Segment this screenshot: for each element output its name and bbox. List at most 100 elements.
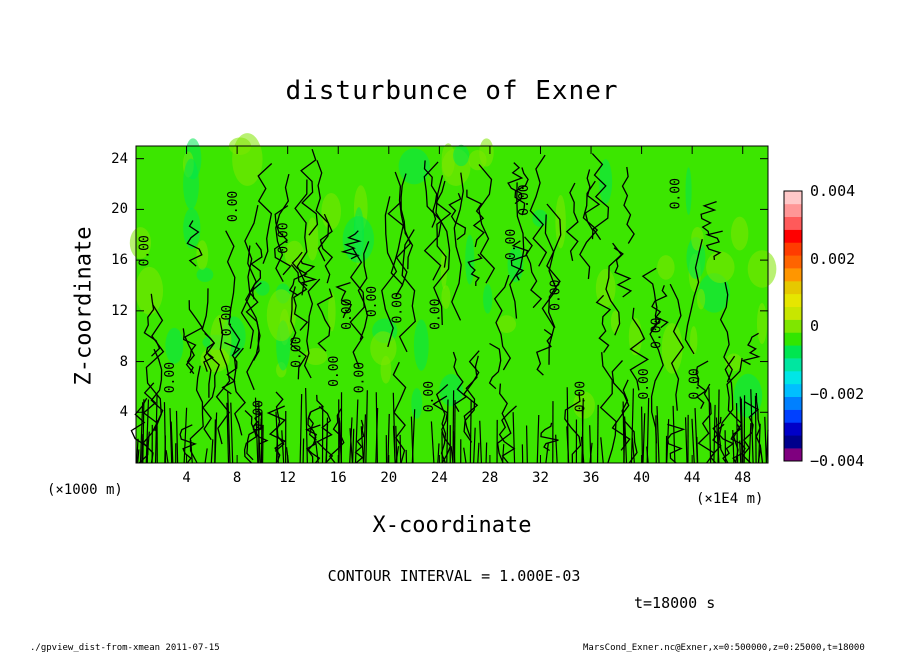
contour-line bbox=[142, 399, 145, 464]
contour-line bbox=[335, 281, 353, 319]
y-tick-label: 8 bbox=[119, 353, 128, 370]
y-tick-label: 4 bbox=[119, 404, 128, 421]
colorbar-segment bbox=[784, 281, 802, 295]
contour-line bbox=[748, 423, 752, 464]
contour-value-label: 0.00 bbox=[390, 292, 405, 323]
contour-line bbox=[591, 153, 610, 241]
contour-line bbox=[290, 264, 309, 331]
contour-line bbox=[546, 203, 562, 329]
contour-line bbox=[387, 201, 404, 297]
contour-line bbox=[179, 424, 197, 464]
contour-line bbox=[175, 410, 179, 464]
contour-line bbox=[595, 294, 612, 353]
field-patch bbox=[532, 209, 548, 227]
contour-line bbox=[411, 409, 416, 464]
x-unit-right: (×1E4 m) bbox=[696, 491, 764, 507]
contour-line bbox=[360, 426, 365, 464]
contour-value-label: 0.00 bbox=[340, 299, 355, 330]
x-tick-label: 16 bbox=[329, 470, 347, 486]
colorbar-segment bbox=[784, 293, 802, 308]
field-patch bbox=[573, 391, 595, 419]
contour-line bbox=[640, 406, 644, 464]
contour-value-label: 0.00 bbox=[669, 178, 684, 209]
contour-line bbox=[684, 239, 703, 355]
contour-line bbox=[340, 230, 362, 260]
contour-value-label: 0.00 bbox=[422, 381, 437, 412]
contour-line bbox=[451, 172, 464, 321]
contour-line bbox=[525, 425, 528, 464]
contour-line bbox=[739, 396, 743, 464]
field-patch bbox=[696, 288, 706, 310]
contour-line bbox=[631, 437, 635, 464]
contour-line bbox=[227, 391, 231, 464]
contour-line bbox=[225, 230, 241, 356]
contour-line bbox=[466, 189, 485, 248]
colorbar-frame bbox=[783, 190, 803, 462]
contour-line bbox=[754, 395, 757, 464]
contour-value-label: 0.00 bbox=[504, 229, 519, 260]
colorbar-segment bbox=[784, 229, 802, 243]
contour-line bbox=[600, 437, 604, 464]
colorbar-segment bbox=[784, 216, 802, 230]
contour-line bbox=[290, 286, 307, 380]
field-patch bbox=[210, 314, 232, 368]
contour-line bbox=[565, 182, 579, 262]
contour-value-label: 0.00 bbox=[428, 299, 443, 330]
colorbar-segment bbox=[784, 435, 802, 449]
contour-line bbox=[381, 196, 398, 348]
field-patch bbox=[661, 323, 683, 374]
contour-line bbox=[642, 413, 646, 464]
contour-line bbox=[395, 446, 400, 464]
field-patch bbox=[690, 326, 698, 355]
field-patch bbox=[304, 347, 328, 366]
contour-line bbox=[375, 392, 379, 464]
contour-value-label: 0.00 bbox=[650, 318, 665, 349]
contour-line bbox=[512, 412, 516, 464]
contour-line bbox=[303, 278, 321, 379]
field-patch bbox=[266, 289, 296, 342]
colorbar-segment bbox=[784, 422, 802, 436]
contour-line bbox=[394, 171, 412, 287]
colorbar-segment bbox=[784, 345, 802, 359]
contour-line bbox=[540, 422, 559, 452]
contour-line bbox=[357, 241, 370, 340]
contour-line bbox=[667, 423, 686, 464]
contour-line bbox=[564, 392, 582, 464]
contour-line bbox=[545, 443, 549, 464]
contour-line bbox=[446, 399, 449, 464]
contour-line bbox=[453, 400, 456, 464]
x-tick-label: 48 bbox=[734, 470, 752, 486]
contour-line bbox=[691, 418, 695, 464]
colorbar-segment bbox=[784, 371, 802, 385]
contour-line bbox=[579, 180, 599, 280]
contour-value-label: 0.00 bbox=[220, 305, 235, 336]
contour-line bbox=[656, 406, 660, 464]
field-patch bbox=[413, 319, 429, 371]
contour-line bbox=[641, 267, 658, 332]
contour-value-label: 0.00 bbox=[138, 235, 153, 266]
colorbar-segment bbox=[784, 409, 802, 423]
contour-line bbox=[299, 394, 303, 464]
x-tick-label: 8 bbox=[232, 470, 242, 486]
axis-tick-marks bbox=[136, 146, 768, 463]
contour-line bbox=[566, 426, 570, 464]
contour-line bbox=[448, 192, 467, 241]
contour-value-label: 0.00 bbox=[517, 184, 532, 215]
contour-value-label: 0.00 bbox=[277, 222, 292, 253]
contour-line bbox=[672, 405, 676, 464]
contour-line bbox=[596, 404, 599, 464]
field-background bbox=[136, 146, 768, 463]
contour-line bbox=[695, 360, 709, 409]
contour-line bbox=[305, 387, 308, 464]
field-patch bbox=[183, 158, 199, 210]
field-patch bbox=[685, 167, 692, 215]
contour-line bbox=[646, 446, 649, 464]
field-patch bbox=[129, 227, 152, 259]
contour-line bbox=[307, 394, 324, 441]
field-layer bbox=[129, 133, 777, 463]
contour-line bbox=[226, 402, 230, 464]
y-tick-label: 16 bbox=[111, 252, 128, 269]
contour-layer bbox=[130, 148, 769, 464]
footer-data-source: MarsCond_Exner.nc@Exner,x=0:500000,z=0:2… bbox=[583, 643, 865, 653]
colorbar-label: −0.002 bbox=[810, 384, 865, 403]
